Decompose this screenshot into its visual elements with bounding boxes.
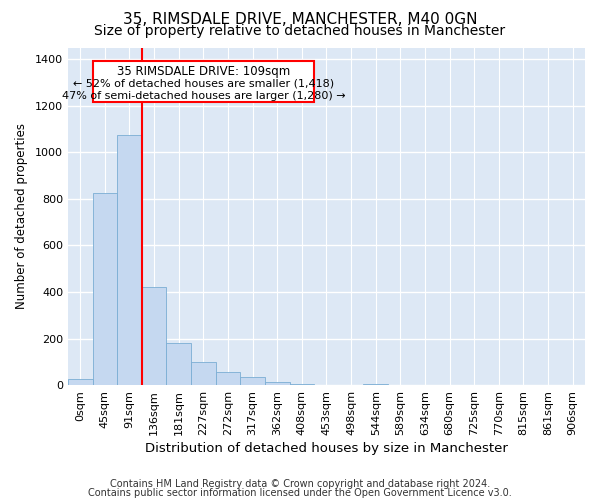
Bar xyxy=(142,288,166,385)
Text: 47% of semi-detached houses are larger (1,280) →: 47% of semi-detached houses are larger (… xyxy=(62,91,345,101)
Bar xyxy=(117,135,142,385)
Bar xyxy=(364,384,388,385)
FancyBboxPatch shape xyxy=(92,62,314,102)
Text: 35 RIMSDALE DRIVE: 109sqm: 35 RIMSDALE DRIVE: 109sqm xyxy=(117,65,290,78)
Text: ← 52% of detached houses are smaller (1,418): ← 52% of detached houses are smaller (1,… xyxy=(73,79,334,89)
Bar xyxy=(92,193,117,385)
Text: Contains HM Land Registry data © Crown copyright and database right 2024.: Contains HM Land Registry data © Crown c… xyxy=(110,479,490,489)
Bar xyxy=(265,382,290,385)
Bar xyxy=(215,372,240,385)
Text: Contains public sector information licensed under the Open Government Licence v3: Contains public sector information licen… xyxy=(88,488,512,498)
Bar xyxy=(191,362,215,385)
X-axis label: Distribution of detached houses by size in Manchester: Distribution of detached houses by size … xyxy=(145,442,508,455)
Text: Size of property relative to detached houses in Manchester: Size of property relative to detached ho… xyxy=(94,24,506,38)
Bar xyxy=(68,378,92,385)
Text: 35, RIMSDALE DRIVE, MANCHESTER, M40 0GN: 35, RIMSDALE DRIVE, MANCHESTER, M40 0GN xyxy=(123,12,477,28)
Bar xyxy=(240,377,265,385)
Y-axis label: Number of detached properties: Number of detached properties xyxy=(15,124,28,310)
Bar xyxy=(166,343,191,385)
Bar xyxy=(290,384,314,385)
